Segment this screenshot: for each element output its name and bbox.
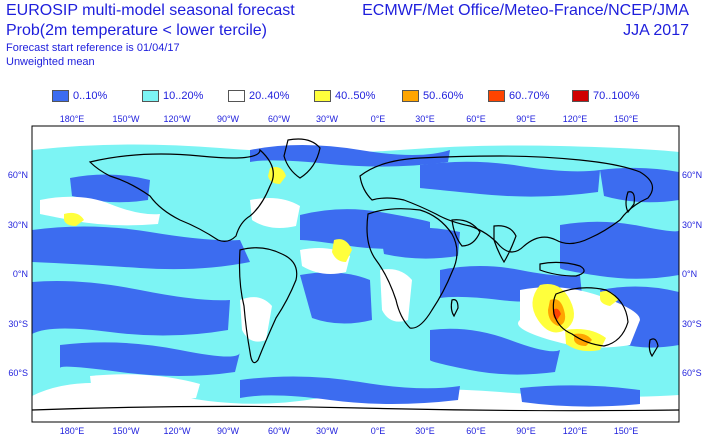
lon-label: 120°W [163, 114, 191, 124]
season-title: JJA 2017 [623, 22, 689, 39]
legend-swatch [488, 90, 505, 102]
lon-label: 0°E [371, 426, 386, 436]
lon-label: 0°E [371, 114, 386, 124]
lat-label: 60°N [8, 170, 28, 180]
lon-label: 30°W [316, 114, 339, 124]
lon-label: 30°E [415, 426, 435, 436]
lon-label: 60°E [466, 114, 486, 124]
lon-label: 90°W [217, 114, 240, 124]
legend-label: 60..70% [509, 90, 550, 102]
lat-label: 60°S [682, 368, 702, 378]
lon-label: 60°W [268, 426, 291, 436]
legend-label: 20..40% [249, 90, 290, 102]
lat-labels-left: 60°N 30°N 0°N 30°S 60°S [8, 170, 28, 378]
legend-swatch [572, 90, 589, 102]
forecast-reference: Forecast start reference is 01/04/17 [6, 42, 180, 54]
legend-swatch [52, 90, 69, 102]
legend-label: 10..20% [163, 90, 204, 102]
lat-labels-right: 60°N 30°N 0°N 30°S 60°S [682, 170, 702, 378]
legend: 0..10% 10..20% 20..40% 40..50% 50..60% 6… [52, 89, 692, 103]
lat-label: 60°N [682, 170, 702, 180]
lon-label: 60°W [268, 114, 291, 124]
legend-swatch [402, 90, 419, 102]
weighting-note: Unweighted mean [6, 56, 95, 68]
legend-label: 40..50% [335, 90, 376, 102]
lon-label: 60°E [466, 426, 486, 436]
legend-item: 40..50% [314, 89, 375, 103]
legend-swatch [142, 90, 159, 102]
lon-label: 150°W [112, 426, 140, 436]
legend-item: 70..100% [572, 89, 639, 103]
lat-label: 30°S [8, 319, 28, 329]
cyan-field [32, 144, 679, 404]
lon-label: 150°W [112, 114, 140, 124]
lon-label: 180°E [60, 114, 85, 124]
lon-label: 30°W [316, 426, 339, 436]
title-line-1: EUROSIP multi-model seasonal forecast [6, 2, 295, 19]
legend-item: 20..40% [228, 89, 289, 103]
lat-label: 30°N [8, 220, 28, 230]
coastlines [32, 138, 679, 412]
legend-item: 50..60% [402, 89, 463, 103]
lon-label: 90°E [516, 426, 536, 436]
lon-label: 120°W [163, 426, 191, 436]
lon-label: 90°W [217, 426, 240, 436]
lat-label: 0°N [682, 269, 697, 279]
legend-label: 50..60% [423, 90, 464, 102]
legend-swatch [314, 90, 331, 102]
map-frame [31, 125, 680, 423]
lon-labels-top: 180°E 150°W 120°W 90°W 60°W 30°W 0°E 30°… [60, 114, 639, 124]
legend-label: 0..10% [73, 90, 108, 102]
lon-labels-bottom: 180°E 150°W 120°W 90°W 60°W 30°W 0°E 30°… [60, 426, 639, 436]
lon-label: 150°E [614, 114, 639, 124]
centres-title: ECMWF/Met Office/Meteo-France/NCEP/JMA [362, 2, 689, 19]
legend-item: 60..70% [488, 89, 549, 103]
lon-label: 180°E [60, 426, 85, 436]
legend-item: 0..10% [52, 89, 107, 103]
legend-item: 10..20% [142, 89, 203, 103]
lat-label: 60°S [8, 368, 28, 378]
legend-swatch [228, 90, 245, 102]
lon-label: 120°E [563, 114, 588, 124]
lat-label: 30°N [682, 220, 702, 230]
lat-label: 0°N [13, 269, 28, 279]
title-line-2: Prob(2m temperature < lower tercile) [6, 22, 267, 39]
lon-label: 150°E [614, 426, 639, 436]
lat-label: 30°S [682, 319, 702, 329]
lon-label: 30°E [415, 114, 435, 124]
lon-label: 90°E [516, 114, 536, 124]
legend-label: 70..100% [593, 90, 640, 102]
lon-label: 120°E [563, 426, 588, 436]
